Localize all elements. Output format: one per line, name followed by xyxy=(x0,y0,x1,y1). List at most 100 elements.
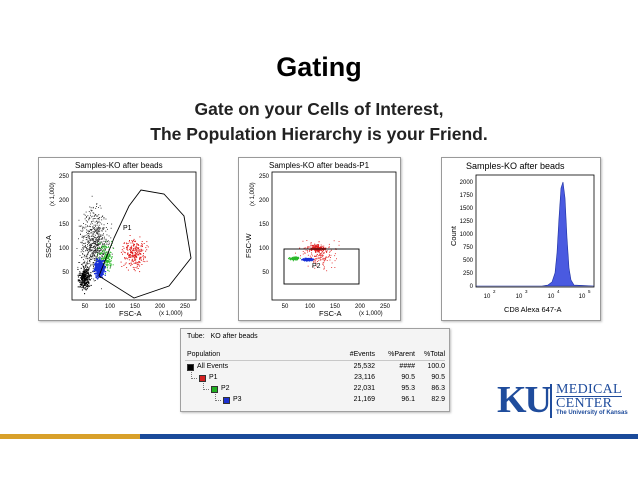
event-dot xyxy=(136,253,138,255)
event-dot xyxy=(99,257,101,259)
event-dot xyxy=(81,282,83,284)
event-dot xyxy=(303,259,305,261)
event-dot xyxy=(317,249,319,251)
event-dot xyxy=(308,250,310,252)
event-dot xyxy=(90,256,92,257)
event-dot xyxy=(83,267,85,269)
event-dot xyxy=(103,246,105,248)
event-dot xyxy=(87,233,89,234)
event-dot xyxy=(79,281,81,283)
event-dot xyxy=(88,248,89,250)
header-parent[interactable]: %Parent xyxy=(388,351,415,358)
event-dot xyxy=(111,253,113,255)
event-dot xyxy=(127,253,128,255)
event-dot xyxy=(97,248,98,250)
dotplot-ssc-fsc: Samples-KO after beads P1 50 100 150 200… xyxy=(38,157,201,321)
event-dot xyxy=(103,240,105,242)
event-dot xyxy=(146,245,148,247)
event-dot xyxy=(105,238,107,240)
event-dot xyxy=(81,273,83,275)
event-dot xyxy=(101,238,103,240)
event-dot xyxy=(103,233,104,235)
event-dot xyxy=(146,260,148,262)
x-tick: 100 xyxy=(305,304,316,310)
event-dot xyxy=(130,249,132,251)
event-dot xyxy=(85,247,87,248)
event-dot xyxy=(94,258,95,259)
event-dot xyxy=(89,231,90,232)
event-dot xyxy=(88,218,90,220)
event-dot xyxy=(86,249,88,251)
table-row[interactable]: P3 21,169 96.1 82.9 xyxy=(181,394,449,406)
event-dot xyxy=(132,259,134,261)
event-dot xyxy=(92,247,93,249)
table-row[interactable]: P2 22,031 95.3 86.3 xyxy=(181,383,449,395)
event-dot xyxy=(102,243,103,245)
event-dot xyxy=(138,260,140,262)
event-dot xyxy=(312,258,314,260)
table-row[interactable]: All Events 25,532 #### 100.0 xyxy=(181,363,449,373)
event-dot xyxy=(85,237,87,238)
event-dot xyxy=(104,245,106,247)
event-dot xyxy=(134,249,136,251)
event-dot xyxy=(103,251,105,253)
event-dot xyxy=(322,259,324,261)
event-dot xyxy=(134,244,135,245)
x-tick: 10 xyxy=(516,294,523,300)
event-dot xyxy=(133,247,135,249)
event-dot xyxy=(93,246,94,247)
event-dot xyxy=(86,216,87,218)
header-population[interactable]: Population xyxy=(187,351,221,358)
event-dot xyxy=(99,259,101,261)
header-total[interactable]: %Total xyxy=(423,351,445,358)
event-dot xyxy=(100,262,103,264)
event-dot xyxy=(86,262,88,264)
table-row[interactable]: P1 23,116 90.5 90.5 xyxy=(181,372,449,384)
event-dot xyxy=(311,249,313,251)
event-dot xyxy=(97,228,99,230)
event-dot xyxy=(90,226,91,228)
event-dot xyxy=(78,238,79,240)
event-dot xyxy=(138,264,140,266)
event-dot xyxy=(310,244,312,246)
event-dot xyxy=(90,229,91,230)
event-dot xyxy=(317,257,319,259)
event-dot xyxy=(88,219,90,221)
event-dot xyxy=(83,246,85,248)
event-dot xyxy=(97,238,99,240)
event-dot xyxy=(313,249,315,251)
event-dot xyxy=(315,249,317,251)
event-dot xyxy=(104,236,105,238)
event-dot xyxy=(88,258,90,260)
event-dot xyxy=(320,247,322,249)
event-dot xyxy=(91,235,93,237)
event-dot xyxy=(97,247,99,249)
event-dot xyxy=(92,235,94,237)
event-dot xyxy=(314,258,316,260)
event-dot xyxy=(90,246,92,248)
event-dot xyxy=(95,257,97,259)
event-dot xyxy=(100,268,102,270)
event-dot xyxy=(105,260,107,262)
event-dot xyxy=(302,240,304,242)
event-dot xyxy=(97,273,99,276)
event-dot xyxy=(326,256,328,258)
event-dot xyxy=(94,243,95,245)
event-dot xyxy=(133,256,135,258)
event-dot xyxy=(134,262,136,264)
event-dot xyxy=(98,214,100,216)
event-dot xyxy=(136,243,138,245)
event-dot xyxy=(107,241,108,242)
event-dot xyxy=(84,274,86,276)
event-dot xyxy=(98,250,100,252)
event-dot xyxy=(93,239,95,241)
event-dot xyxy=(92,206,94,208)
event-dot xyxy=(108,261,110,263)
event-dot xyxy=(107,251,109,253)
event-dot xyxy=(81,281,83,283)
event-dot xyxy=(78,274,80,276)
event-dot xyxy=(329,259,331,261)
event-dot xyxy=(84,227,86,229)
event-dot xyxy=(93,234,95,236)
header-events[interactable]: #Events xyxy=(349,351,375,358)
